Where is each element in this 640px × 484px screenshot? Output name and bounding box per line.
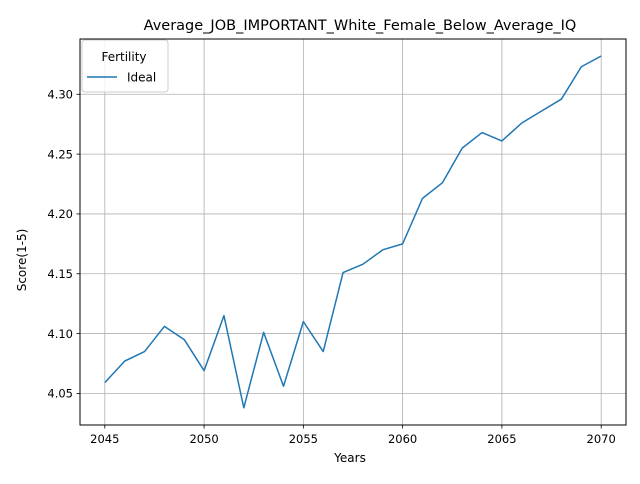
y-tick-label: 4.15 [47,267,73,281]
y-tick-label: 4.20 [47,207,73,221]
legend-box [81,39,169,93]
chart-title: Average_JOB_IMPORTANT_White_Female_Below… [144,18,577,34]
x-tick-label: 2050 [189,432,218,446]
x-tick-label: 2060 [388,432,417,446]
grid-lines [80,39,626,425]
x-tick-label: 2065 [487,432,516,446]
x-tick-label: 2045 [90,432,119,446]
y-axis-label: Score(1-5) [15,229,29,292]
y-axis: 4.05 4.10 4.15 4.20 4.25 4.30 [47,87,80,401]
legend: Fertility Ideal [81,39,169,93]
x-tick-label: 2070 [587,432,616,446]
x-tick-label: 2055 [289,432,318,446]
plot-frame [79,38,627,426]
legend-label-ideal: Ideal [127,71,156,85]
series-layer [104,55,602,409]
y-tick-label: 4.25 [47,147,73,161]
series-line-ideal [104,55,602,409]
y-tick-label: 4.10 [47,327,73,341]
y-tick-label: 4.30 [47,87,73,101]
y-tick-label: 4.05 [47,387,73,401]
x-axis: 2045 2050 2055 2060 2065 2070 [90,425,616,446]
legend-title: Fertility [101,50,146,64]
x-axis-label: Years [333,451,366,465]
